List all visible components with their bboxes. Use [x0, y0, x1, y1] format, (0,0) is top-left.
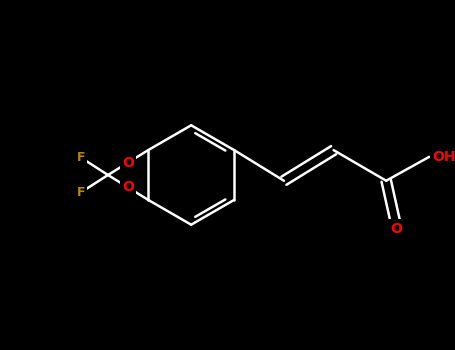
Text: O: O [390, 222, 402, 236]
Text: F: F [77, 186, 86, 199]
Text: O: O [122, 155, 134, 169]
Text: O: O [122, 181, 134, 195]
Text: F: F [77, 151, 86, 164]
Text: OH: OH [432, 150, 455, 164]
